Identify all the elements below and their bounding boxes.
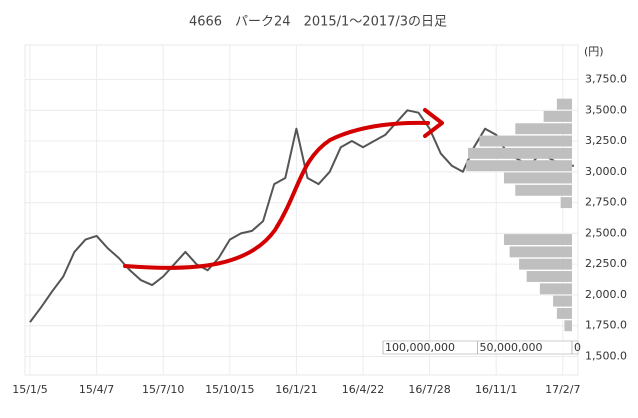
- y-tick-label: 1,500.0: [585, 350, 627, 363]
- volume-tick-label: 50,000,000: [480, 341, 543, 354]
- x-tick-label: 16/4/22: [342, 383, 384, 396]
- volume-bar: [479, 135, 572, 147]
- volume-bar: [556, 98, 572, 110]
- x-tick-label: 15/1/5: [12, 383, 47, 396]
- y-tick-label: 3,250.0: [585, 134, 627, 147]
- x-tick-label: 16/11/1: [475, 383, 517, 396]
- y-tick-label: 2,750.0: [585, 196, 627, 209]
- y-tick-label: 3,500.0: [585, 103, 627, 116]
- x-tick-label: 16/1/21: [275, 383, 317, 396]
- volume-bar: [515, 184, 572, 196]
- x-tick-label: 15/4/7: [79, 383, 114, 396]
- y-tick-label: 3,000.0: [585, 165, 627, 178]
- volume-bar: [509, 246, 572, 258]
- y-tick-label: 2,000.0: [585, 288, 627, 301]
- volume-bar: [515, 123, 572, 135]
- trend-arrow: [123, 120, 430, 270]
- volume-bar: [466, 160, 572, 172]
- plot-area: [24, 44, 579, 376]
- volume-bar: [556, 307, 572, 319]
- volume-bar: [553, 295, 572, 307]
- y-tick-label: 3,750.0: [585, 72, 627, 85]
- volume-bar: [564, 320, 572, 332]
- chart-title: 4666 パーク24 2015/1～2017/3の日足: [189, 15, 447, 30]
- volume-bar: [503, 172, 572, 184]
- volume-bar: [503, 234, 572, 246]
- x-tick-label: 16/7/28: [408, 383, 450, 396]
- y-unit: (円): [584, 45, 604, 58]
- price-line: [29, 109, 574, 323]
- volume-tick-label: 100,000,000: [385, 341, 455, 354]
- volume-bar: [468, 147, 572, 159]
- volume-tick-label: 0: [574, 341, 581, 354]
- volume-bar: [519, 258, 572, 270]
- volume-bar: [543, 110, 572, 122]
- volume-bar: [560, 197, 572, 209]
- volume-bar: [526, 271, 572, 282]
- trend-arrow-head: [423, 108, 444, 138]
- x-tick-label: 17/2/7: [545, 383, 580, 396]
- y-tick-label: 2,250.0: [585, 257, 627, 270]
- y-tick-label: 2,500.0: [585, 226, 627, 239]
- x-tick-label: 15/7/10: [142, 383, 184, 396]
- volume-bar: [539, 283, 572, 295]
- x-tick-label: 15/10/15: [205, 383, 254, 396]
- y-tick-label: 1,750.0: [585, 319, 627, 332]
